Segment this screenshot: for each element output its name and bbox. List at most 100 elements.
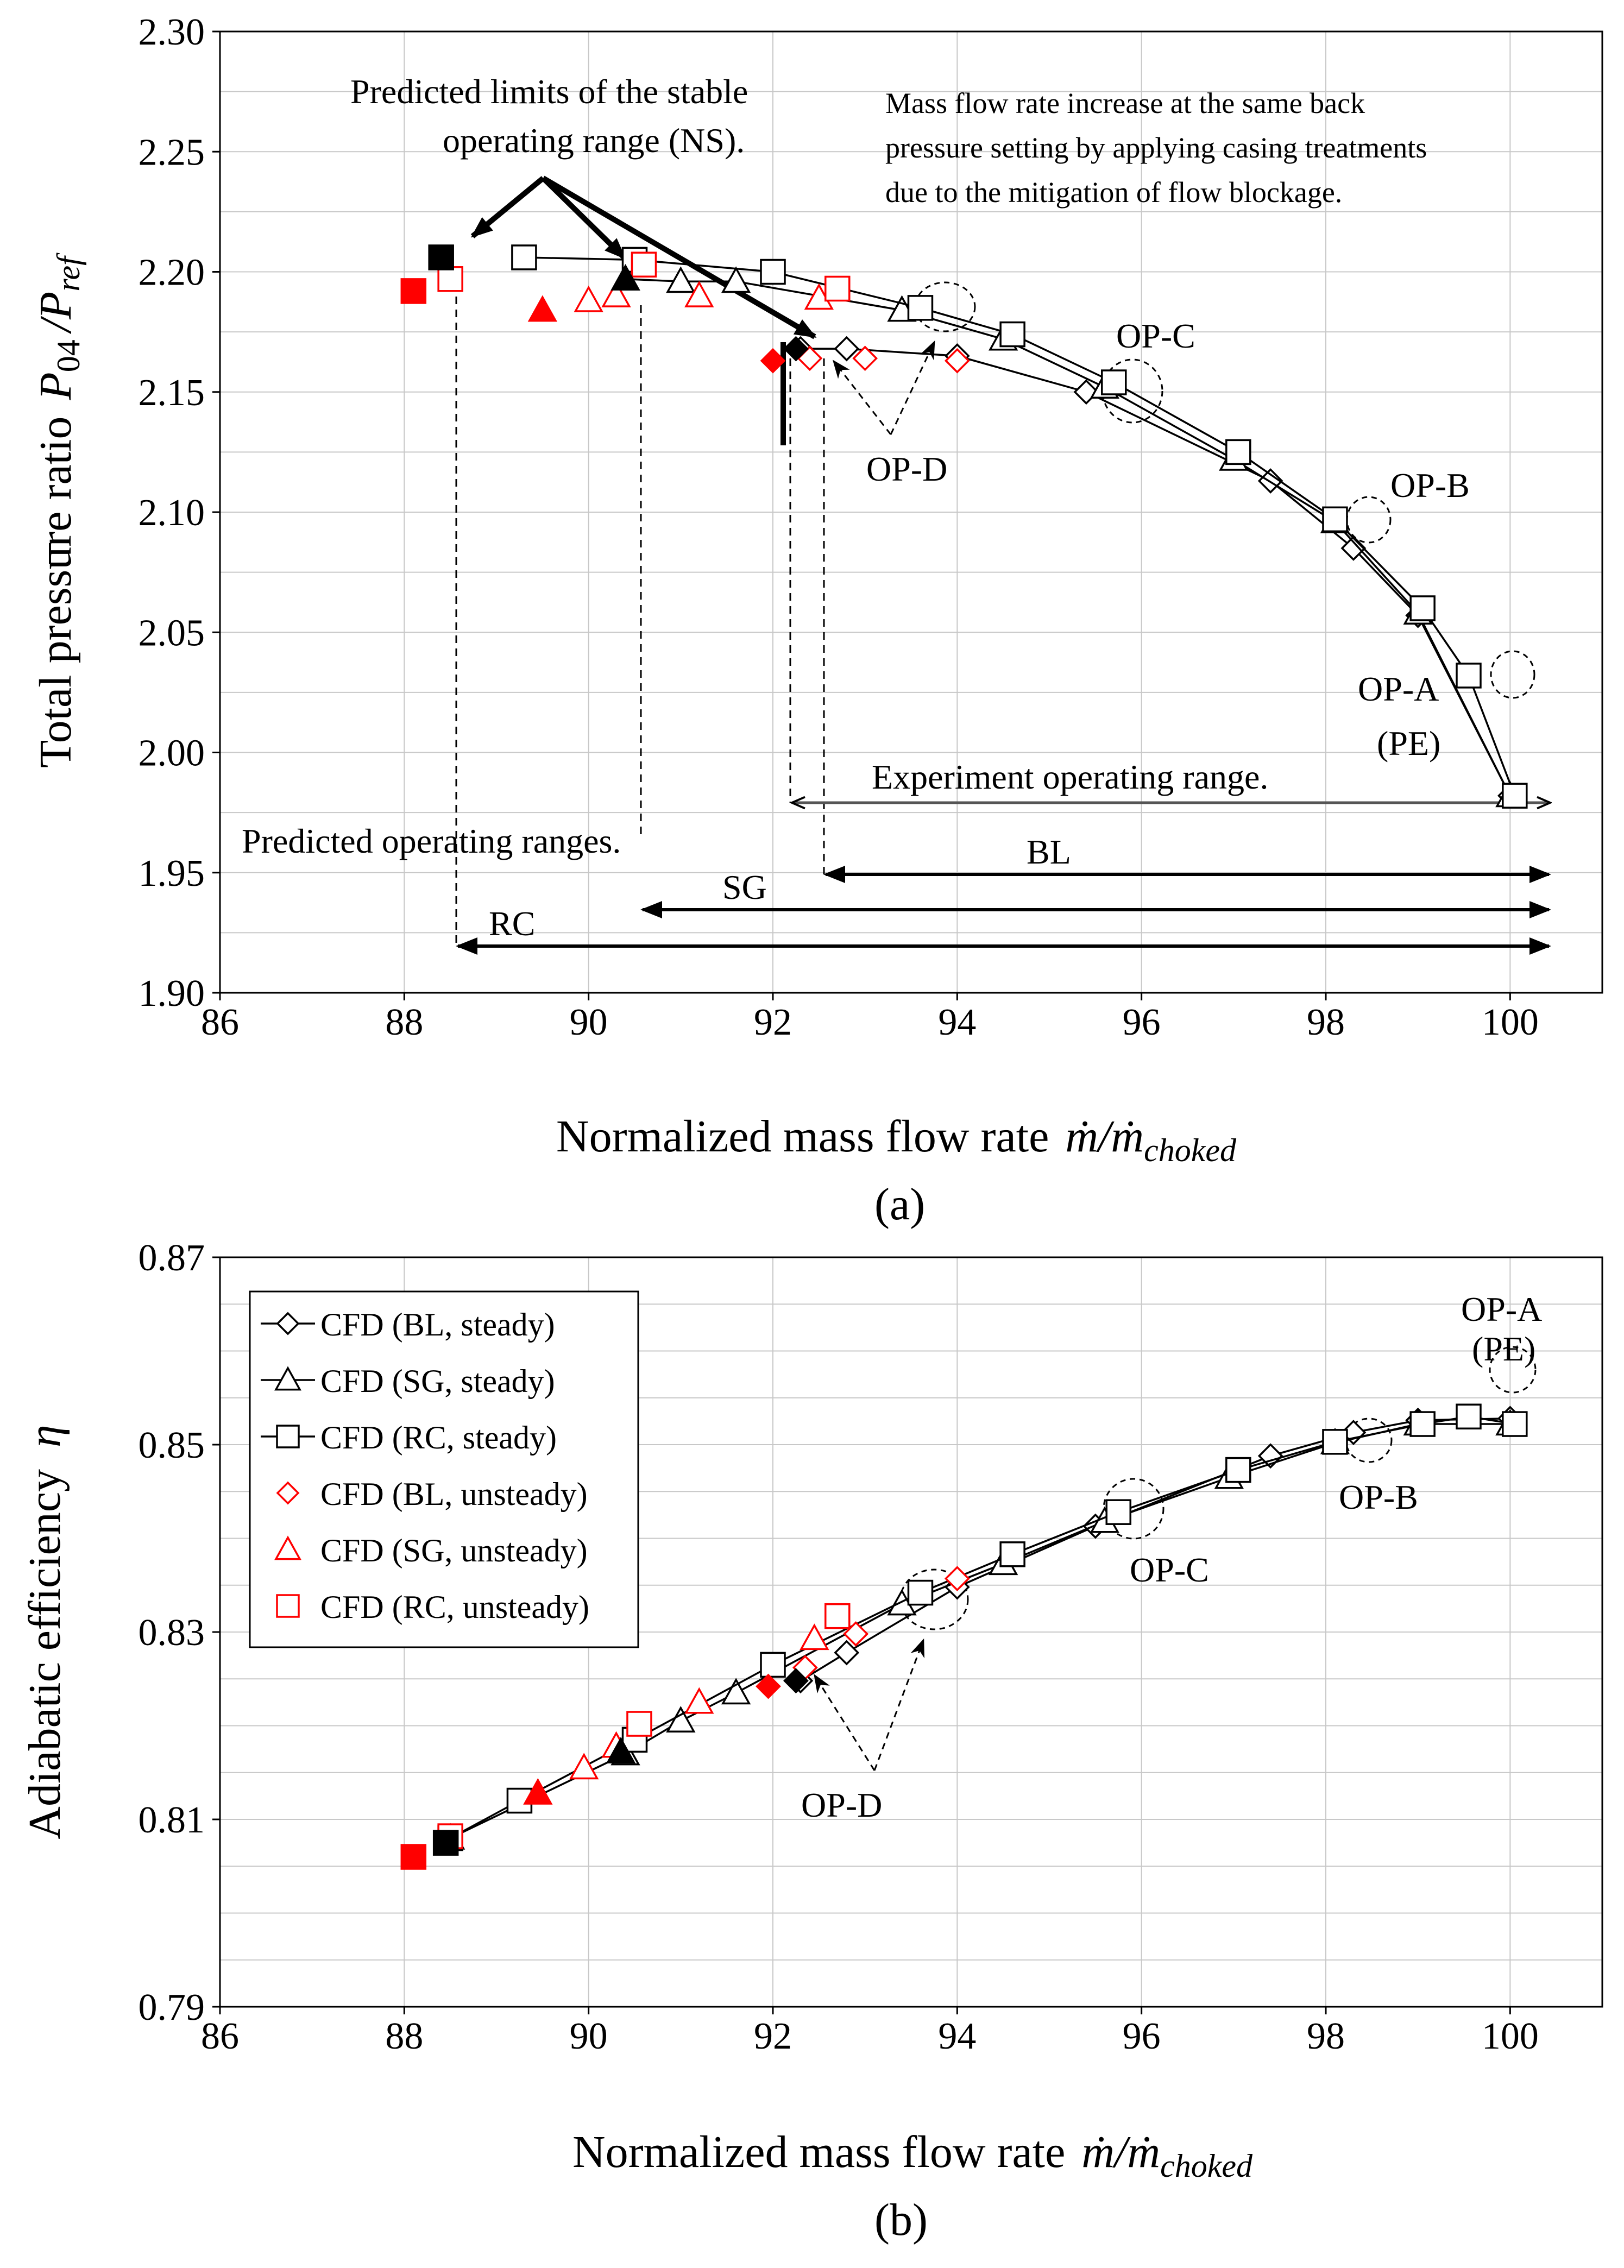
y-tick-label: 2.20 — [139, 252, 205, 294]
data-point — [428, 244, 454, 270]
series-ns-steady — [428, 244, 809, 362]
legend-marker — [274, 1535, 301, 1560]
data-point — [783, 336, 809, 362]
series-ns-unsteady — [400, 278, 786, 374]
series-ns-unsteady — [400, 1673, 781, 1870]
y-tick-label: 2.10 — [139, 492, 205, 534]
data-point — [721, 1678, 751, 1705]
panel-b-legend: CFD (BL, steady) CFD (SG, steady) CFD (RC,… — [249, 1290, 639, 1648]
legend-entry: CFD (BL, steady) — [261, 1307, 555, 1343]
legend-entry: CFD (SG, steady) — [261, 1363, 555, 1399]
op-a-b-label: OP-A — [1461, 1290, 1542, 1328]
data-point — [999, 1541, 1025, 1567]
legend-marker — [276, 1312, 300, 1335]
data-point — [1257, 1443, 1283, 1469]
series-cfd-rc-steady- — [511, 244, 1528, 809]
y-tick-label: 2.30 — [139, 11, 205, 53]
data-point — [601, 280, 631, 307]
pred-ranges-label: Predicted operating ranges. — [242, 822, 621, 860]
legend-label: CFD (RC, steady) — [320, 1420, 557, 1456]
y-tick-label: 0.81 — [139, 1799, 205, 1841]
data-point — [1225, 439, 1251, 465]
data-point — [1322, 1429, 1348, 1455]
op-d-label: OP-D — [866, 450, 947, 488]
panel-b-caption: (b) — [874, 2195, 928, 2245]
x-tick-label: 100 — [1482, 1001, 1539, 1043]
x-tick-label: 92 — [754, 1001, 792, 1043]
series-ns-steady — [432, 1668, 809, 1856]
y-tick-label: 2.00 — [139, 733, 205, 774]
data-point — [606, 1736, 636, 1763]
panel-a-annotation-text: Predicted limits of the stable operating… — [242, 72, 1470, 943]
data-point — [511, 244, 537, 270]
data-point — [684, 280, 714, 307]
data-point — [610, 263, 640, 291]
x-tick-label: 90 — [570, 1001, 608, 1043]
sg-label: SG — [722, 868, 767, 906]
op-c-b-label: OP-C — [1130, 1551, 1209, 1589]
data-point — [721, 266, 751, 293]
data-point — [760, 1652, 786, 1678]
data-point — [626, 1711, 652, 1737]
x-tick-label: 96 — [1123, 1001, 1161, 1043]
panel-a: 1.901.952.002.052.102.152.202.252.30 86 8… — [30, 11, 1603, 1230]
y-tick-label: 2.05 — [139, 612, 205, 654]
y-tick-label: 1.95 — [139, 853, 205, 894]
legend-label: CFD (BL, steady) — [320, 1307, 555, 1343]
series-cfd-sg-unsteady- — [569, 1623, 829, 1780]
circle-opc — [1101, 358, 1163, 424]
circle-opd — [914, 281, 976, 332]
mass-label-line1: Mass flow rate increase at the same back — [885, 87, 1365, 119]
op-b-b-label: OP-B — [1339, 1478, 1418, 1516]
data-point — [999, 321, 1025, 348]
panel-a-x-axis-label: Normalized mass flow rate ṁ/ṁchoked — [556, 1111, 1237, 1168]
series-line — [800, 1417, 1510, 1682]
data-point — [944, 1566, 970, 1592]
data-point — [1456, 1403, 1482, 1429]
data-point — [631, 251, 657, 278]
panel-a-caption: (a) — [874, 1179, 925, 1230]
data-point — [1409, 595, 1436, 621]
data-point — [1105, 1499, 1131, 1525]
data-point — [783, 1668, 809, 1694]
x-tick-label: 100 — [1482, 2015, 1539, 2057]
data-point — [1456, 663, 1482, 689]
data-point — [1322, 506, 1348, 533]
data-point — [756, 1673, 781, 1699]
pe-label: (PE) — [1377, 724, 1440, 763]
y-tick-label: 0.87 — [139, 1237, 205, 1279]
legend-box — [249, 1290, 639, 1648]
op-b-label: OP-B — [1390, 466, 1470, 505]
panel-a-y-ticks: 1.90 1.95 2.00 2.05 2.10 2.15 2.20 2.25 2.30 — [139, 11, 220, 1015]
x-tick-label: 90 — [570, 2015, 608, 2057]
series-line — [625, 278, 1511, 796]
legend-entry: CFD (SG, unsteady) — [274, 1533, 588, 1568]
rc-label: RC — [489, 904, 535, 943]
legend-marker — [276, 1481, 300, 1505]
series-cfd-sg-unsteady- — [574, 280, 834, 312]
data-point — [1340, 1420, 1367, 1445]
ns-label-line2: operating range (NS). — [443, 121, 745, 160]
series-cfd-bl-steady- — [788, 1406, 1523, 1694]
panel-b-annotation-text: OP-A (PE) OP-B OP-C OP-D — [801, 1290, 1542, 1824]
data-point — [1502, 783, 1528, 809]
series-cfd-rc-unsteady- — [437, 251, 851, 302]
series-cfd-bl-unsteady- — [797, 345, 970, 374]
data-point — [400, 278, 427, 304]
data-point — [800, 1623, 829, 1650]
legend-label: CFD (RC, unsteady) — [320, 1589, 589, 1625]
data-point — [666, 1706, 696, 1732]
x-tick-label: 94 — [938, 1001, 976, 1043]
y-tick-label: 0.79 — [139, 1987, 205, 2028]
data-point — [834, 1640, 860, 1666]
x-tick-label: 98 — [1307, 1001, 1345, 1043]
legend-label: CFD (SG, steady) — [320, 1363, 555, 1399]
circle-opc-b — [1103, 1478, 1165, 1540]
x-tick-label: 88 — [385, 1001, 423, 1043]
bl-label: BL — [1027, 833, 1071, 871]
circle-opa-b — [1489, 1346, 1537, 1394]
op-a-label: OP-A — [1358, 670, 1439, 708]
data-point — [760, 348, 786, 374]
x-tick-label: 92 — [754, 2015, 792, 2057]
